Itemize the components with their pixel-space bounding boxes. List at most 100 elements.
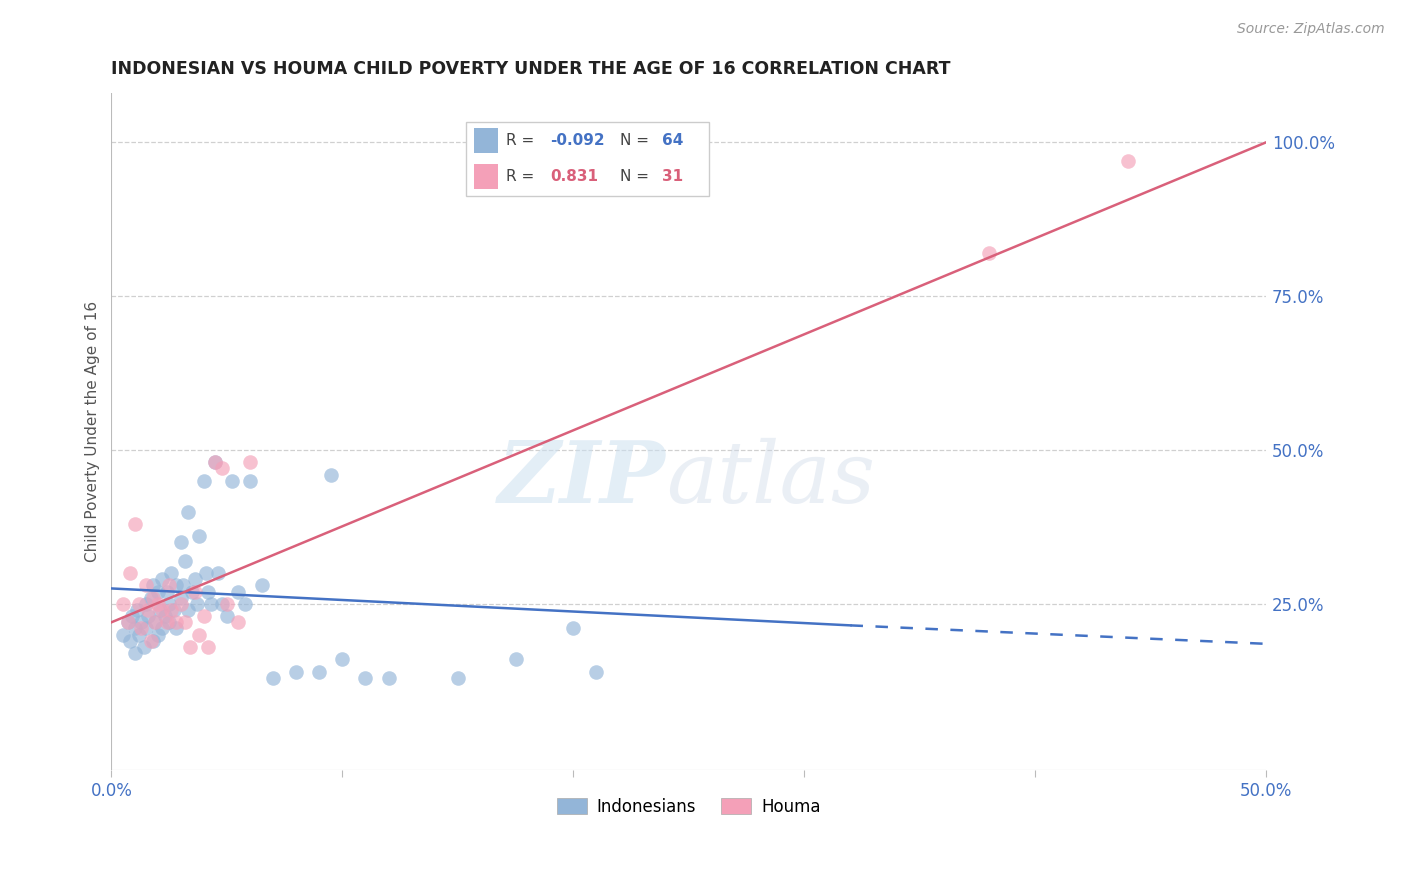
Point [977,246,1000,260]
Point [1116,153,1139,168]
Point [505,652,527,666]
Point [150,603,173,617]
Point [111,627,134,641]
Point [195,566,218,580]
Point [157,615,180,630]
Point [143,615,166,630]
Point [138,603,160,617]
Point [228,615,250,630]
Point [165,622,187,636]
Point [200,597,222,611]
Point [262,671,284,685]
Point [377,671,399,685]
Point [150,572,173,586]
Point [170,535,193,549]
Point [585,665,607,679]
Point [239,455,262,469]
Point [139,591,162,605]
Point [188,627,211,641]
Point [157,578,180,592]
Point [250,578,273,592]
Text: INDONESIAN VS HOUMA CHILD POVERTY UNDER THE AGE OF 16 CORRELATION CHART: INDONESIAN VS HOUMA CHILD POVERTY UNDER … [111,60,950,78]
Point [332,652,354,666]
Point [156,615,179,630]
Legend: Indonesians, Houma: Indonesians, Houma [550,791,828,822]
Point [197,640,219,654]
Point [157,597,180,611]
Point [193,609,215,624]
Point [146,584,169,599]
Point [156,584,179,599]
Point [165,578,187,592]
Point [124,646,146,660]
Point [204,455,226,469]
Point [193,474,215,488]
Point [121,609,143,624]
Point [135,597,157,611]
Text: ZIP: ZIP [498,437,665,521]
Point [172,578,194,592]
Point [170,591,193,605]
Point [135,622,157,636]
Point [239,474,262,488]
Point [228,584,250,599]
Point [124,516,146,531]
Point [160,603,183,617]
Point [285,665,308,679]
Point [319,467,342,482]
Text: Source: ZipAtlas.com: Source: ZipAtlas.com [1237,22,1385,37]
Point [128,627,150,641]
Point [142,633,165,648]
Point [149,603,172,617]
Point [447,671,470,685]
Point [174,615,197,630]
Point [124,622,146,636]
Point [117,615,139,630]
Point [215,609,238,624]
Point [204,455,226,469]
Point [153,609,176,624]
Point [118,566,141,580]
Point [179,640,201,654]
Point [142,591,165,605]
Point [211,597,233,611]
Point [183,572,205,586]
Point [138,609,160,624]
Point [142,578,165,592]
Point [150,622,173,636]
Point [188,529,211,543]
Point [143,615,166,630]
Point [174,554,197,568]
Point [181,584,204,599]
Point [146,597,169,611]
Point [354,671,377,685]
Point [146,627,169,641]
Point [111,597,134,611]
Point [562,622,585,636]
Text: atlas: atlas [665,438,875,520]
Point [135,578,157,592]
Point [165,615,187,630]
Y-axis label: Child Poverty Under the Age of 16: Child Poverty Under the Age of 16 [86,301,100,562]
Point [221,474,243,488]
Point [160,566,183,580]
Point [131,615,153,630]
Point [211,461,233,475]
Point [183,584,205,599]
Point [176,603,198,617]
Point [139,633,162,648]
Point [186,597,208,611]
Point [197,584,219,599]
Point [132,640,155,654]
Point [118,633,141,648]
Point [176,504,198,518]
Point [131,622,153,636]
Point [117,615,139,630]
Point [308,665,330,679]
Point [235,597,257,611]
Point [207,566,229,580]
Point [170,597,193,611]
Point [125,603,148,617]
Point [128,597,150,611]
Point [215,597,238,611]
